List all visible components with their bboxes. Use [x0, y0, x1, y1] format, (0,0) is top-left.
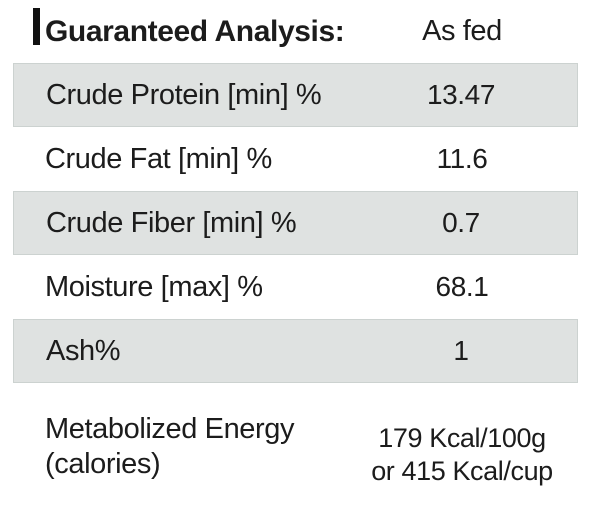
row-value: 1: [453, 335, 469, 366]
table-row-crude-fat: Crude Fat [min] % 11.6: [13, 127, 578, 191]
table-row-metabolized-energy: Metabolized Energy (calories) 179 Kcal/1…: [13, 383, 578, 511]
table-row-ash: Ash% 1: [13, 319, 578, 383]
row-label-line-2: (calories): [45, 448, 161, 480]
table-title: Guaranteed Analysis:: [45, 14, 345, 48]
table-row-crude-protein: Crude Protein [min] % 13.47: [13, 63, 578, 127]
row-value-line-2: or 415 Kcal/cup: [371, 456, 553, 486]
row-value-line-1: 179 Kcal/100g: [378, 423, 546, 454]
row-value: 11.6: [436, 143, 488, 174]
row-label: Crude Fiber [min] %: [46, 206, 297, 239]
row-value: 0.7: [442, 207, 480, 238]
row-label: Ash%: [46, 334, 121, 367]
row-label: Metabolized Energy (calories): [13, 412, 346, 482]
row-label: Crude Fat [min] %: [45, 142, 272, 175]
table-row-moisture: Moisture [max] % 68.1: [13, 255, 578, 319]
row-label: Moisture [max] %: [45, 270, 263, 303]
row-value: 13.47: [426, 79, 496, 110]
table-header-row: Guaranteed Analysis: As fed: [13, 0, 578, 63]
row-value: 179 Kcal/100g or 415 Kcal/cup: [346, 422, 578, 488]
row-label-line-1: Metabolized Energy: [45, 413, 295, 446]
artifact-mark: [33, 8, 40, 45]
row-label: Crude Protein [min] %: [46, 78, 322, 111]
row-value: 68.1: [435, 271, 489, 302]
as-fed-column-header: As fed: [422, 15, 502, 47]
table-row-crude-fiber: Crude Fiber [min] % 0.7: [13, 191, 578, 255]
